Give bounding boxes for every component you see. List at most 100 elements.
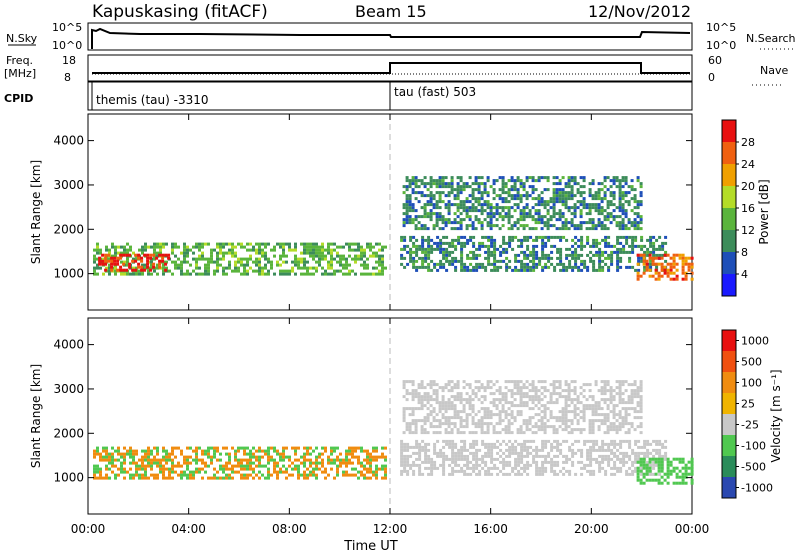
velocity-cell bbox=[427, 472, 431, 476]
power-cell bbox=[183, 251, 186, 255]
power-cell bbox=[639, 218, 643, 222]
power-cell bbox=[549, 215, 553, 219]
velocity-cell bbox=[471, 410, 475, 414]
velocity-cell bbox=[312, 461, 315, 465]
power-cell bbox=[591, 203, 595, 207]
power-cell bbox=[429, 197, 433, 201]
power-colorbar-swatch bbox=[722, 142, 736, 164]
power-cell bbox=[141, 248, 144, 252]
velocity-cell bbox=[492, 383, 496, 387]
power-cell bbox=[153, 269, 156, 273]
power-cell bbox=[480, 182, 484, 186]
power-cell bbox=[351, 242, 354, 246]
velocity-cell bbox=[177, 446, 180, 450]
power-cell bbox=[493, 247, 497, 251]
velocity-cell bbox=[237, 461, 240, 465]
velocity-cell bbox=[478, 448, 482, 452]
power-cell bbox=[630, 197, 634, 201]
velocity-cell bbox=[514, 472, 518, 476]
velocity-cell bbox=[598, 445, 602, 449]
power-cell bbox=[123, 272, 126, 276]
power-cell bbox=[675, 262, 679, 266]
velocity-cell bbox=[517, 454, 521, 458]
power-cell bbox=[201, 272, 204, 276]
velocity-cell bbox=[411, 392, 415, 396]
power-cell bbox=[477, 221, 481, 225]
velocity-cell bbox=[547, 460, 551, 464]
velocity-cell bbox=[141, 461, 144, 465]
velocity-cell bbox=[351, 446, 354, 450]
velocity-cell bbox=[522, 422, 526, 426]
velocity-cell bbox=[681, 466, 685, 470]
power-cell bbox=[126, 242, 129, 246]
velocity-cell bbox=[438, 401, 442, 405]
power-cell bbox=[363, 260, 366, 264]
velocity-cell bbox=[570, 431, 574, 435]
power-cell bbox=[624, 215, 628, 219]
velocity-cell bbox=[441, 407, 445, 411]
power-cell bbox=[412, 265, 416, 269]
power-cell bbox=[477, 188, 481, 192]
velocity-cell bbox=[603, 380, 607, 384]
power-cell bbox=[517, 268, 521, 272]
velocity-cell bbox=[609, 398, 613, 402]
velocity-cell bbox=[246, 467, 249, 471]
velocity-cell bbox=[111, 446, 114, 450]
velocity-cell bbox=[369, 470, 372, 474]
velocity-cell bbox=[631, 469, 635, 473]
velocity-cell bbox=[690, 460, 694, 464]
power-cell bbox=[255, 251, 258, 255]
velocity-cell bbox=[625, 454, 629, 458]
velocity-cell bbox=[631, 472, 635, 476]
velocity-cell bbox=[582, 419, 586, 423]
velocity-cell bbox=[442, 457, 446, 461]
velocity-cell bbox=[234, 464, 237, 468]
velocity-cell bbox=[628, 457, 632, 461]
velocity-cell bbox=[105, 446, 108, 450]
power-cell bbox=[435, 224, 439, 228]
power-cell bbox=[447, 194, 451, 198]
velocity-cell bbox=[432, 425, 436, 429]
power-cell bbox=[426, 188, 430, 192]
velocity-cell bbox=[625, 451, 629, 455]
power-cell bbox=[285, 254, 288, 258]
power-cell bbox=[363, 263, 366, 267]
power-cell bbox=[622, 235, 626, 239]
power-cell bbox=[412, 244, 416, 248]
velocity-cell bbox=[523, 439, 527, 443]
power-cell bbox=[225, 251, 228, 255]
power-cell bbox=[594, 194, 598, 198]
velocity-cell bbox=[543, 425, 547, 429]
velocity-cell bbox=[306, 476, 309, 480]
velocity-cell bbox=[639, 410, 643, 414]
power-cell bbox=[183, 260, 186, 264]
velocity-cell bbox=[270, 458, 273, 462]
velocity-cell bbox=[531, 398, 535, 402]
power-cell bbox=[529, 235, 533, 239]
ytick-label: 3000 bbox=[53, 382, 84, 396]
velocity-cell bbox=[195, 470, 198, 474]
velocity-cell bbox=[384, 446, 387, 450]
power-cell bbox=[445, 247, 449, 251]
velocity-cell bbox=[612, 395, 616, 399]
velocity-cell bbox=[438, 404, 442, 408]
power-cell bbox=[537, 197, 541, 201]
velocity-cell bbox=[204, 449, 207, 453]
velocity-cell bbox=[466, 457, 470, 461]
power-cell bbox=[432, 194, 436, 198]
velocity-cell bbox=[643, 439, 647, 443]
velocity-cell bbox=[475, 466, 479, 470]
velocity-cell bbox=[252, 446, 255, 450]
power-cell bbox=[189, 248, 192, 252]
velocity-cell bbox=[567, 389, 571, 393]
power-cell bbox=[589, 256, 593, 260]
power-cell bbox=[423, 224, 427, 228]
velocity-cell bbox=[213, 446, 216, 450]
power-cell bbox=[315, 269, 318, 273]
power-cell bbox=[607, 244, 611, 248]
power-cell bbox=[589, 259, 593, 263]
power-cell bbox=[140, 268, 144, 272]
velocity-cell bbox=[567, 425, 571, 429]
velocity-cell bbox=[601, 457, 605, 461]
power-cell bbox=[552, 191, 556, 195]
